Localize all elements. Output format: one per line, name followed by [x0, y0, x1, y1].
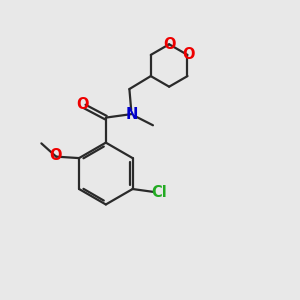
Text: O: O: [76, 98, 89, 112]
Text: N: N: [126, 106, 138, 122]
Text: Cl: Cl: [151, 185, 167, 200]
Text: O: O: [183, 47, 195, 62]
Text: O: O: [163, 37, 175, 52]
Text: O: O: [49, 148, 61, 163]
